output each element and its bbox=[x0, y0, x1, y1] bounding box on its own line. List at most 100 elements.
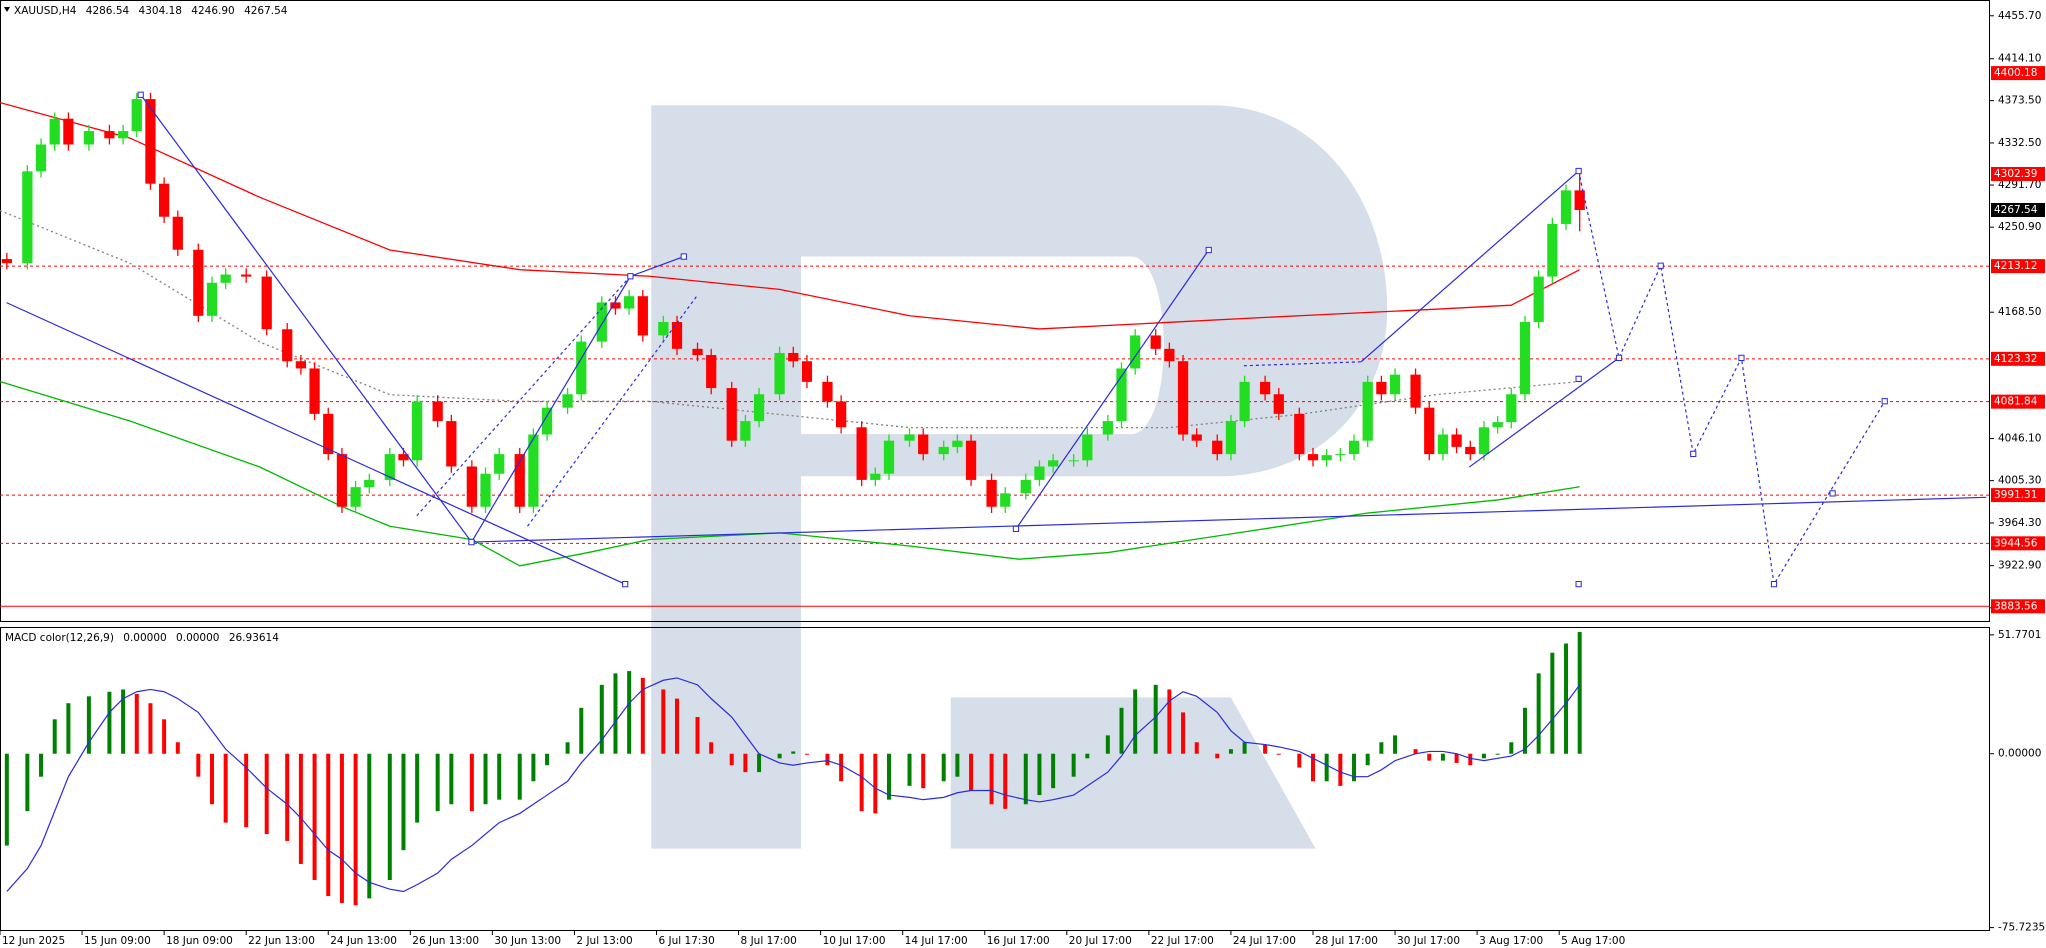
macd-bar bbox=[859, 753, 864, 812]
candle-body bbox=[49, 118, 60, 145]
price-level-label: 4213.12 bbox=[1994, 260, 2037, 272]
x-tick-label: 18 Jun 09:00 bbox=[166, 935, 233, 947]
macd-bar bbox=[729, 753, 734, 766]
macd-bar bbox=[1215, 753, 1220, 759]
candle-body bbox=[261, 276, 272, 330]
trend-line bbox=[1244, 362, 1361, 366]
macd-bar bbox=[599, 684, 604, 754]
price-level-label: 4123.32 bbox=[1994, 353, 2037, 365]
candle-body bbox=[1519, 322, 1531, 395]
candle-body bbox=[1239, 381, 1250, 422]
anchor-point bbox=[138, 92, 143, 97]
price-level-box bbox=[1991, 536, 2045, 551]
macd-bar bbox=[415, 753, 420, 823]
anchor-point bbox=[1576, 582, 1581, 587]
macd-bar bbox=[483, 753, 488, 805]
readout: 26.93614 bbox=[229, 632, 279, 644]
macd-bar bbox=[695, 717, 700, 754]
macd-bar bbox=[989, 753, 994, 805]
trend-line bbox=[1016, 250, 1209, 529]
macd-bar bbox=[565, 742, 570, 754]
macd-bar bbox=[1051, 753, 1056, 789]
trend-drawings bbox=[7, 92, 1987, 587]
candle-body bbox=[1130, 335, 1141, 369]
macd-bar bbox=[1413, 749, 1418, 754]
macd-bar bbox=[353, 753, 358, 906]
candle-body bbox=[83, 131, 95, 145]
macd-bar bbox=[887, 753, 892, 800]
macd-bar bbox=[757, 753, 762, 773]
macd-bar bbox=[1263, 744, 1268, 754]
candle-body bbox=[774, 352, 785, 395]
macd-bar bbox=[469, 753, 474, 812]
macd-bar bbox=[1037, 753, 1042, 796]
macd-bar bbox=[1338, 753, 1343, 786]
candle-body bbox=[1574, 190, 1585, 210]
candle-body bbox=[596, 302, 607, 342]
candle-body bbox=[788, 352, 799, 362]
macd-bar bbox=[264, 753, 269, 835]
candle-body bbox=[432, 401, 443, 422]
candle-body bbox=[1212, 440, 1223, 455]
open: 4286.54 bbox=[86, 5, 130, 17]
price-level-box bbox=[1991, 488, 2045, 503]
candle-body bbox=[494, 454, 505, 474]
candle-body bbox=[480, 473, 491, 507]
macd-bar bbox=[627, 671, 632, 754]
low: 4246.90 bbox=[191, 5, 234, 17]
macd-bar bbox=[497, 753, 502, 800]
headers: XAUUSD,H4 4286.54 4304.18 4246.90 4267.5… bbox=[4, 5, 288, 644]
bid-label: 4267.54 bbox=[1994, 204, 2038, 216]
candle-body bbox=[1362, 381, 1373, 441]
macd-bar bbox=[1454, 753, 1459, 763]
trend-line bbox=[7, 303, 626, 585]
anchor-point bbox=[628, 274, 633, 279]
candle-body bbox=[131, 99, 142, 132]
candle-body bbox=[637, 296, 648, 336]
macd-bar bbox=[1003, 753, 1008, 809]
x-tick-label: 6 Jul 17:30 bbox=[658, 935, 714, 947]
x-tick-label: 22 Jun 13:00 bbox=[248, 935, 315, 947]
y-tick-label: 3922.90 bbox=[1998, 560, 2041, 572]
y-tick-label: 4250.90 bbox=[1998, 221, 2041, 233]
trend-line bbox=[1469, 358, 1619, 467]
x-tick-label: 30 Jul 17:00 bbox=[1397, 935, 1460, 947]
price-level-box bbox=[1991, 599, 2045, 614]
macd-bar bbox=[285, 753, 290, 841]
macd-bar bbox=[969, 753, 974, 791]
anchor-point bbox=[1616, 355, 1621, 360]
macd-bar bbox=[1085, 753, 1090, 759]
candle-body bbox=[624, 296, 635, 309]
y-tick-label: 4005.30 bbox=[1998, 475, 2041, 487]
x-tick-label: 15 Jun 09:00 bbox=[84, 935, 151, 947]
anchor-point bbox=[1576, 376, 1581, 381]
x-tick-label: 20 Jul 17:00 bbox=[1069, 935, 1132, 947]
y-tick-label: 4332.50 bbox=[1998, 137, 2041, 149]
candle-body bbox=[364, 479, 375, 488]
candle-body bbox=[384, 454, 395, 480]
y-tick-label: 4291.70 bbox=[1998, 179, 2041, 191]
watermark-logo bbox=[651, 105, 1388, 849]
macd-bar bbox=[1105, 735, 1110, 754]
candle-body bbox=[398, 454, 409, 461]
candle-body bbox=[350, 487, 361, 507]
main-panel-frame bbox=[0, 0, 1990, 622]
candle-body bbox=[1410, 374, 1421, 408]
candle-body bbox=[514, 454, 525, 507]
candle-body bbox=[282, 329, 293, 362]
macd-bar bbox=[1324, 753, 1329, 782]
candle-body bbox=[1376, 381, 1387, 395]
price-level-box bbox=[1991, 394, 2045, 409]
macd-bar bbox=[1379, 742, 1384, 754]
y-tick-label: 4168.50 bbox=[1998, 306, 2041, 318]
macd-bar bbox=[1276, 753, 1281, 755]
trend-line bbox=[472, 497, 1987, 542]
candle-body bbox=[883, 440, 895, 474]
anchor-point bbox=[1771, 582, 1776, 587]
candle-body bbox=[220, 274, 231, 283]
macd-bar bbox=[921, 753, 926, 789]
y-tick-label: 3964.30 bbox=[1998, 517, 2041, 529]
x-tick-label: 10 Jul 17:00 bbox=[823, 935, 886, 947]
candle-body bbox=[836, 401, 847, 428]
candle-body bbox=[904, 434, 915, 441]
